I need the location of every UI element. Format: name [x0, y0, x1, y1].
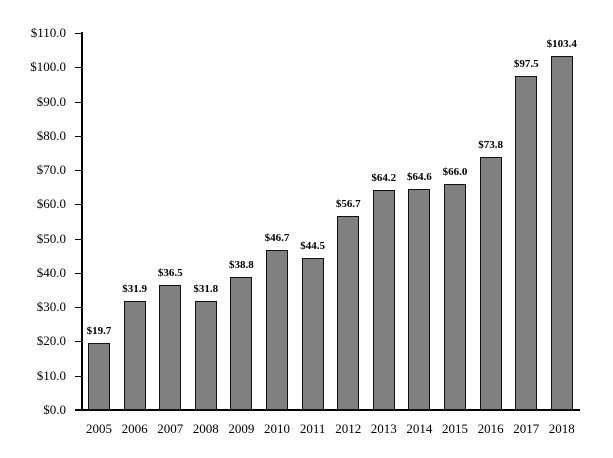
y-tick-mark	[75, 136, 81, 137]
x-tick-label: 2017	[513, 421, 540, 436]
y-tick-label: $30.0	[36, 299, 66, 314]
y-tick-mark	[75, 376, 81, 377]
bar-value-label: $73.8	[478, 139, 503, 152]
x-tick-label: 2012	[335, 421, 362, 436]
y-tick-label: $90.0	[36, 94, 66, 109]
y-tick-mark	[75, 341, 81, 342]
bar-value-label: $31.8	[193, 283, 219, 295]
x-tick-label: 2010	[264, 421, 290, 436]
x-tick-label: 2005	[86, 421, 112, 436]
bar-value-label: $36.5	[157, 266, 183, 279]
y-tick-label: $100.0	[30, 59, 66, 74]
y-tick-label: $60.0	[36, 196, 66, 211]
bar-value-label: $64.2	[371, 172, 397, 184]
x-axis-line	[75, 409, 580, 411]
y-tick-mark	[75, 204, 81, 205]
bar-2014	[408, 188, 431, 410]
x-tick-label: 2013	[370, 421, 397, 436]
y-tick-mark	[75, 33, 81, 34]
bar-value-label: $19.7	[86, 324, 112, 337]
y-tick-label: $0.0	[43, 402, 66, 417]
y-tick-mark	[75, 273, 81, 274]
bar-2017	[515, 75, 538, 410]
bar-2011	[301, 257, 324, 410]
y-tick-mark	[75, 239, 81, 240]
bar-value-label: $97.5	[513, 57, 539, 70]
bar-value-label: $64.6	[407, 170, 432, 183]
bar-2007	[159, 284, 182, 410]
y-tick-label: $20.0	[36, 333, 66, 348]
bar-value-label: $38.8	[229, 259, 254, 271]
y-tick-mark	[75, 170, 81, 171]
bar-2018	[550, 55, 573, 410]
bar-2010	[266, 249, 288, 410]
x-tick-label: 2008	[192, 421, 219, 436]
x-tick-label: 2014	[406, 421, 433, 436]
bar-value-label: $103.4	[546, 37, 577, 50]
y-tick-label: $40.0	[36, 265, 66, 280]
bar-2015	[444, 183, 466, 410]
x-tick-label: 2015	[442, 421, 468, 436]
y-tick-label: $10.0	[36, 368, 66, 383]
y-tick-label: $110.0	[30, 25, 66, 40]
bar-2005	[88, 342, 110, 410]
y-tick-label: $80.0	[36, 128, 66, 143]
bar-2013	[372, 190, 395, 410]
y-tick-mark	[75, 102, 81, 103]
bar-value-label: $31.9	[122, 282, 147, 295]
y-tick-label: $70.0	[36, 162, 66, 177]
bar-value-label: $56.7	[335, 197, 361, 210]
x-tick-label: 2016	[477, 421, 504, 436]
bar-value-label: $66.0	[442, 165, 468, 178]
x-tick-label: 2009	[228, 421, 255, 436]
bar-2016	[479, 157, 502, 410]
x-tick-label: 2018	[548, 421, 575, 436]
bar-value-label: $44.5	[300, 239, 325, 252]
y-tick-mark	[75, 307, 81, 308]
bar-value-label: $46.7	[264, 231, 290, 244]
bar-2008	[194, 301, 217, 410]
bar-2012	[337, 215, 360, 410]
bar-2009	[230, 277, 253, 410]
y-axis-line	[81, 32, 83, 411]
y-tick-mark	[75, 410, 81, 411]
x-tick-label: 2006	[121, 421, 148, 436]
bar-2006	[123, 300, 146, 410]
y-tick-label: $50.0	[36, 231, 66, 246]
x-tick-label: 2007	[157, 421, 184, 436]
y-tick-mark	[75, 67, 81, 68]
x-tick-label: 2011	[299, 421, 326, 436]
